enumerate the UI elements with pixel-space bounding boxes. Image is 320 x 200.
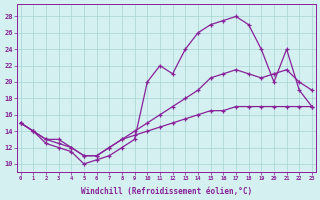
X-axis label: Windchill (Refroidissement éolien,°C): Windchill (Refroidissement éolien,°C) xyxy=(81,187,252,196)
